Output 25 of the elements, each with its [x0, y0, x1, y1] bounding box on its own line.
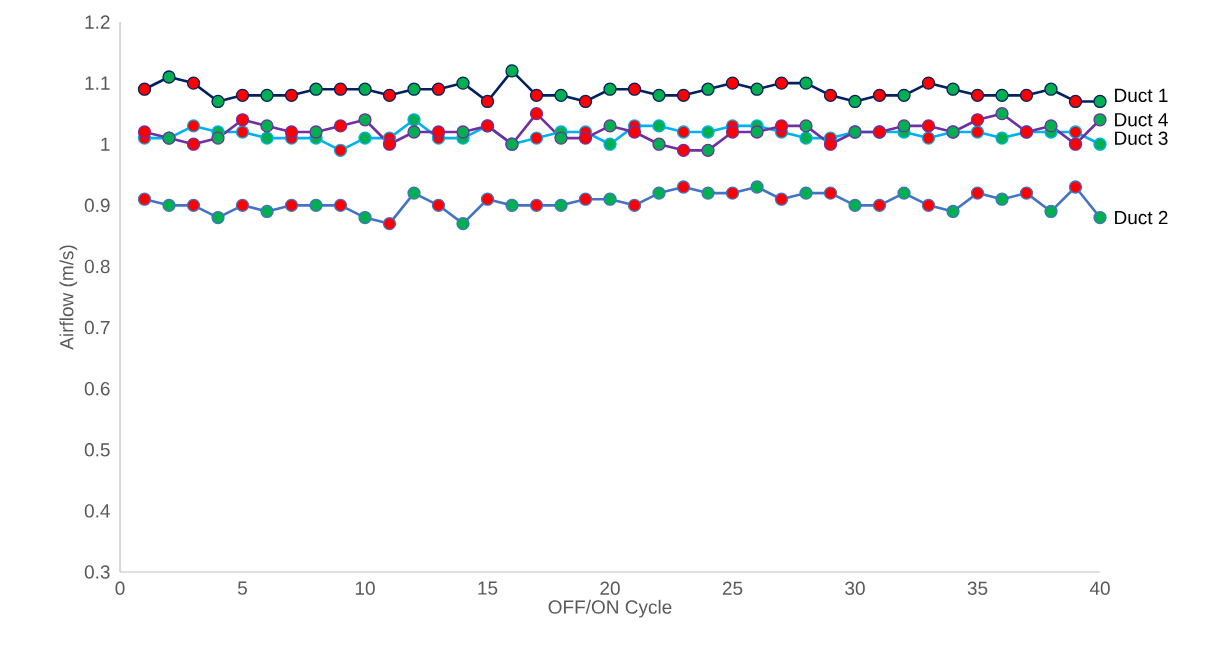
y-tick-label: 1.1	[85, 76, 110, 90]
series-label: Duct 4	[1115, 113, 1168, 127]
series-label: Duct 3	[1115, 131, 1168, 145]
y-tick-label: 0.6	[84, 381, 110, 396]
x-tick-label: 40	[1089, 581, 1110, 595]
x-tick-label: 0	[115, 581, 125, 595]
x-tick-label: 15	[478, 581, 498, 595]
x-tick-label: 20	[600, 581, 620, 595]
series-label: Duct 1	[1115, 88, 1168, 103]
x-tick-label: 5	[237, 581, 247, 595]
y-tick-label: 0.5	[84, 443, 110, 457]
y-axis-title: Airflow (m/s)	[59, 245, 78, 350]
x-tick-label: 25	[722, 581, 743, 595]
y-tick-label: 1	[101, 137, 110, 151]
y-tick-label: 1.2	[85, 15, 110, 29]
y-tick-label: 0.9	[84, 198, 110, 213]
y-tick-label: 0.3	[84, 565, 110, 579]
y-tick-label: 0.4	[84, 504, 110, 518]
x-tick-label: 30	[845, 581, 865, 595]
series-label: Duct 2	[1115, 210, 1168, 225]
x-tick-label: 10	[355, 581, 375, 595]
x-tick-label: 35	[967, 581, 988, 595]
y-tick-label: 0.8	[84, 259, 110, 274]
x-axis-title: OFF/ON Cycle	[548, 599, 672, 618]
y-tick-label: 0.7	[84, 320, 110, 335]
